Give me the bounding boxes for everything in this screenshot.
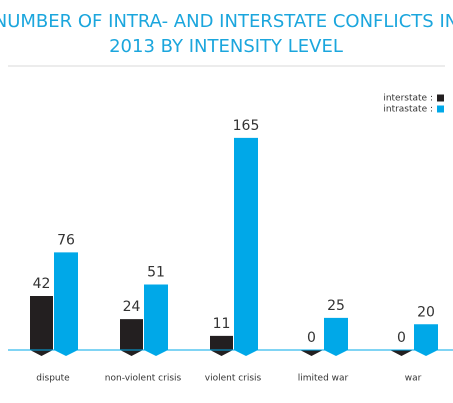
bar xyxy=(324,317,348,356)
x-tick-label: war xyxy=(405,374,422,384)
bar xyxy=(414,324,438,356)
chart-title: NUMBER OF INTRA- AND INTERSTATE CONFLICT… xyxy=(0,11,453,32)
bar xyxy=(54,252,78,356)
legend-label: interstate : xyxy=(383,94,433,104)
bar xyxy=(390,350,413,356)
bar xyxy=(210,335,233,356)
x-tick-label: dispute xyxy=(36,374,70,384)
value-label: 24 xyxy=(123,299,141,315)
bar xyxy=(234,137,258,356)
chart-title: 2013 BY INTENSITY LEVEL xyxy=(109,36,343,57)
value-label: 11 xyxy=(213,316,231,332)
value-label: 76 xyxy=(57,232,75,248)
value-label: 42 xyxy=(33,276,51,292)
legend-label: intrastate : xyxy=(383,105,433,115)
bar xyxy=(144,284,168,356)
x-tick-label: limited war xyxy=(298,374,349,384)
value-label: 0 xyxy=(397,330,406,346)
x-tick-label: violent crisis xyxy=(205,374,262,384)
bar xyxy=(120,319,143,356)
legend-swatch xyxy=(437,94,444,102)
value-label: 0 xyxy=(307,330,316,346)
value-label: 25 xyxy=(327,298,345,314)
value-label: 165 xyxy=(233,118,260,134)
legend-swatch xyxy=(437,105,444,113)
value-label: 51 xyxy=(147,264,165,280)
bar xyxy=(300,350,323,356)
value-label: 20 xyxy=(417,304,435,320)
bar xyxy=(30,296,53,356)
x-tick-label: non-violent crisis xyxy=(105,374,182,384)
